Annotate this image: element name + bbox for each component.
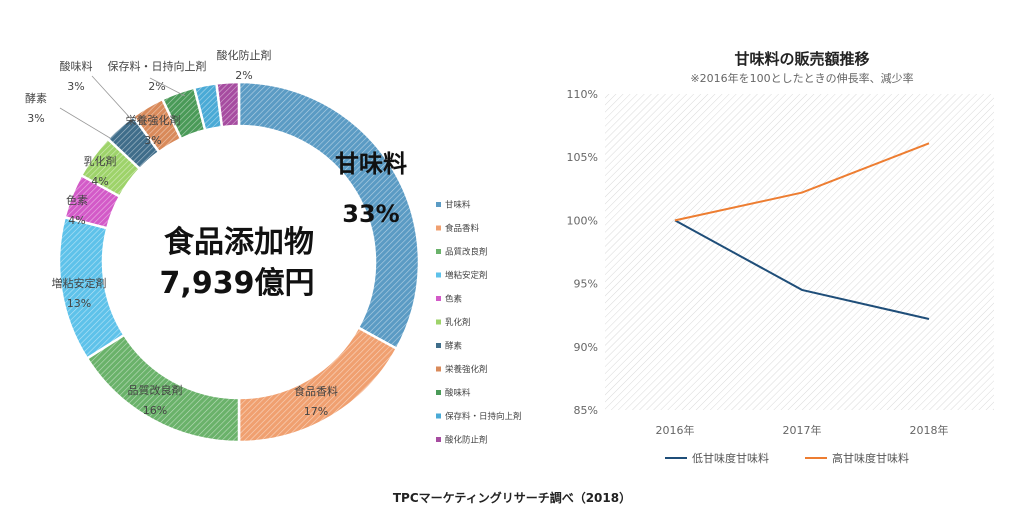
slice-percent: 3% (27, 112, 44, 125)
legend-swatch (436, 390, 441, 395)
slice-percent: 2% (235, 69, 252, 82)
line-chart: 甘味料の販売額推移 ※2016年を100としたときの伸長率、減少率 85% 90%… (567, 50, 994, 465)
slice-label: 酸味料 (60, 59, 93, 73)
donut-slice-texture (59, 217, 125, 359)
legend-swatch (436, 413, 441, 419)
legend-swatch (436, 437, 441, 442)
slice-label: 栄養強化剤 (126, 113, 181, 127)
legend-label: 酸化防止剤 (445, 435, 488, 446)
donut-slice-texture (87, 334, 240, 442)
y-tick-label: 85% (574, 404, 598, 417)
legend-label: 品質改良剤 (445, 247, 488, 258)
legend-label: 食品香料 (445, 223, 480, 234)
y-tick-label: 90% (574, 341, 598, 354)
y-tick-label: 100% (567, 214, 598, 227)
line-legend-label: 低甘味度甘味料 (692, 451, 769, 465)
legend-swatch (436, 225, 441, 231)
slice-label: 色素 (66, 193, 88, 207)
line-series-1 (674, 142, 930, 222)
slice-label: 酸化防止剤 (217, 48, 272, 62)
donut-slice-texture (107, 116, 160, 169)
x-tick-label: 2016年 (656, 423, 695, 437)
legend-label: 乳化剤 (445, 317, 471, 328)
slice-label: 品質改良剤 (128, 383, 183, 397)
donut-legend: 甘味料食品香料品質改良剤増粘安定剤色素乳化剤酵素栄養強化剤酸味料保存料・日持向上… (436, 200, 522, 446)
legend-swatch (436, 343, 441, 348)
legend-label: 増粘安定剤 (445, 270, 488, 281)
line-legend: 低甘味度甘味料 高甘味度甘味料 (665, 451, 909, 465)
slice-percent: 3% (144, 134, 161, 147)
slice-percent: 4% (91, 175, 108, 188)
x-axis: 2016年 2017年 2018年 (656, 423, 949, 437)
slice-label: 乳化剤 (84, 154, 117, 168)
y-tick-label: 110% (567, 88, 598, 101)
line-chart-title: 甘味料の販売額推移 (734, 50, 869, 68)
slice-label: 酵素 (25, 92, 47, 105)
slice-percent: 2% (148, 80, 165, 93)
legend-swatch (436, 319, 441, 325)
slice-percent: 3% (67, 80, 84, 93)
legend-label: 甘味料 (445, 200, 471, 211)
legend-swatch (436, 366, 441, 372)
slice-percent: 16% (143, 404, 167, 417)
y-tick-label: 105% (567, 151, 598, 164)
legend-swatch (436, 202, 441, 207)
donut-slice-texture (194, 83, 222, 131)
x-tick-label: 2018年 (910, 423, 949, 437)
donut-center-value: 7,939億円 (160, 266, 315, 301)
legend-swatch (436, 249, 441, 254)
legend-swatch (436, 296, 441, 301)
donut-slices (57, 80, 421, 444)
legend-label: 栄養強化剤 (445, 364, 488, 375)
donut-slice-texture (133, 99, 182, 152)
legend-label: 酸味料 (445, 388, 471, 399)
sweetener-callout-label: 甘味料 (335, 150, 407, 178)
slice-percent: 4% (68, 214, 85, 227)
donut-slice-texture (239, 82, 419, 349)
leader-line (149, 77, 186, 97)
line-legend-label: 高甘味度甘味料 (832, 451, 909, 465)
line-series-0 (674, 219, 930, 320)
y-tick-label: 95% (574, 278, 598, 291)
slice-percent: 17% (304, 405, 328, 418)
legend-label: 酵素 (445, 341, 463, 352)
donut-slice-texture (239, 327, 397, 443)
x-tick-label: 2017年 (783, 423, 822, 437)
donut-slice-texture (81, 138, 140, 197)
donut-center-title: 食品添加物 (164, 225, 314, 260)
y-axis: 85% 90% 95% 100% 105% 110% (567, 88, 598, 417)
slice-label: 食品香料 (294, 384, 338, 398)
source-note: TPCマーケティングリサーチ調べ（2018） (392, 491, 632, 505)
donut-slice-texture (64, 175, 120, 229)
line-series (674, 142, 930, 320)
donut-slice-texture (162, 87, 206, 139)
line-chart-subtitle: ※2016年を100としたときの伸長率、減少率 (690, 71, 913, 85)
plot-area (605, 94, 994, 410)
leader-line (91, 75, 133, 121)
sweetener-callout-value: 33% (342, 200, 399, 228)
slice-percent: 13% (67, 297, 91, 310)
legend-label: 保存料・日持向上剤 (445, 411, 522, 422)
leader-line (59, 107, 111, 139)
legend-swatch (436, 272, 441, 278)
slice-label: 増粘安定剤 (52, 276, 107, 290)
slice-label: 保存料・日持向上剤 (108, 59, 207, 73)
donut-slice-texture (216, 82, 239, 128)
legend-label: 色素 (445, 294, 463, 305)
